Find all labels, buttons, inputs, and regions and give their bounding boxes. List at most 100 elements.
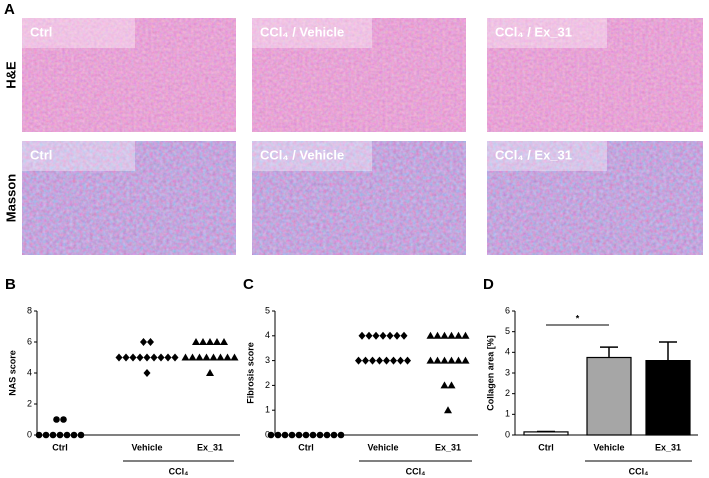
- x-tick-label: Ex_31: [655, 442, 681, 452]
- tile-label: CCl₄ / Vehicle: [260, 147, 344, 162]
- label-box: [22, 141, 135, 171]
- dot: [164, 353, 172, 362]
- label-box: [252, 18, 372, 48]
- dot: [188, 353, 197, 361]
- dot: [77, 431, 85, 439]
- dot: [56, 431, 64, 439]
- dot: [281, 431, 289, 439]
- x-tick-label: Ex_31: [435, 442, 461, 452]
- group-label: CCl₄: [629, 466, 649, 476]
- bar: [523, 431, 569, 436]
- tile-label: Ctrl: [30, 24, 52, 39]
- dot: [379, 331, 387, 340]
- dot: [220, 338, 228, 345]
- dot: [426, 356, 435, 364]
- dot: [230, 353, 239, 361]
- y-tick-label: 1: [505, 409, 510, 419]
- y-tick-label: 0: [27, 429, 32, 439]
- dot: [206, 369, 214, 376]
- dot: [202, 353, 211, 361]
- dot: [461, 356, 470, 364]
- dot: [372, 331, 380, 340]
- x-tick-label: Ctrl: [538, 442, 554, 452]
- dot: [53, 416, 60, 423]
- dot: [355, 356, 362, 365]
- bar: [645, 360, 691, 436]
- y-tick-label: 6: [505, 305, 510, 315]
- dot: [129, 353, 137, 362]
- dot: [440, 356, 449, 364]
- dot: [309, 431, 317, 439]
- dot: [440, 331, 449, 339]
- y-tick-label: 0: [505, 429, 510, 439]
- dot: [288, 431, 296, 439]
- y-axis-label: NAS score: [7, 350, 17, 396]
- x-tick-label: Vehicle: [367, 442, 398, 452]
- dot: [330, 431, 338, 439]
- dot: [461, 331, 470, 339]
- histology-image: [252, 18, 466, 132]
- dot: [195, 353, 204, 361]
- dot: [147, 338, 154, 346]
- y-tick-label: 4: [505, 347, 510, 357]
- y-axis-label: Fibrosis score: [245, 342, 255, 404]
- y-tick-label: 0: [265, 429, 270, 439]
- label-box: [22, 18, 135, 48]
- histology-image: [22, 141, 236, 255]
- dot: [140, 338, 147, 346]
- x-tick-label: Ctrl: [52, 442, 68, 452]
- panel-label: B: [5, 276, 16, 293]
- dot: [383, 356, 390, 365]
- dot: [199, 338, 207, 345]
- dot: [365, 331, 373, 340]
- x-tick-label: Ctrl: [298, 442, 314, 452]
- dot: [295, 431, 303, 439]
- y-tick-label: 4: [265, 330, 270, 340]
- dot: [150, 353, 158, 362]
- row-label: Masson: [3, 174, 18, 222]
- y-tick-label: 1: [265, 405, 270, 415]
- y-tick-label: 5: [265, 305, 270, 315]
- dot: [358, 331, 366, 340]
- dot: [440, 381, 449, 389]
- x-tick-label: Ex_31: [197, 442, 223, 452]
- dot: [122, 353, 130, 362]
- dot: [136, 353, 144, 362]
- dot: [447, 356, 456, 364]
- tile-label: CCl₄ / Ex_31: [495, 24, 572, 39]
- dot: [323, 431, 331, 439]
- dot: [376, 356, 383, 365]
- histology-image: [22, 18, 236, 132]
- y-tick-label: 5: [505, 326, 510, 336]
- histology-image: [487, 18, 703, 132]
- dot: [35, 431, 43, 439]
- bar: [586, 356, 632, 436]
- dot: [316, 431, 324, 439]
- y-tick-label: 2: [265, 380, 270, 390]
- dot: [337, 431, 345, 439]
- panel-label: A: [4, 1, 15, 18]
- dot: [60, 416, 67, 423]
- tile-label: CCl₄ / Vehicle: [260, 24, 344, 39]
- tile-label: CCl₄ / Ex_31: [495, 147, 572, 162]
- dot: [426, 331, 435, 339]
- dot: [171, 353, 179, 362]
- label-box: [487, 18, 607, 48]
- dot: [42, 431, 50, 439]
- significance-label: *: [576, 313, 580, 323]
- dot: [454, 331, 463, 339]
- dot: [267, 431, 275, 439]
- dot: [433, 356, 442, 364]
- group-label: CCl₄: [406, 466, 426, 476]
- dot: [397, 356, 404, 365]
- dot: [447, 331, 456, 339]
- x-tick-label: Vehicle: [131, 442, 162, 452]
- group-label: CCl₄: [169, 466, 189, 476]
- dot: [302, 431, 310, 439]
- dot: [70, 431, 78, 439]
- dot: [143, 353, 151, 362]
- dot: [274, 431, 282, 439]
- dot: [206, 338, 214, 345]
- dot: [209, 353, 218, 361]
- y-tick-label: 3: [505, 367, 510, 377]
